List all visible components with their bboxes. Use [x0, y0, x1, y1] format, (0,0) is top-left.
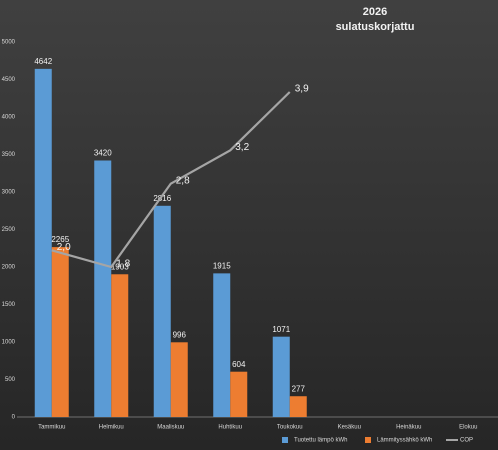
line-value-label: 3,2: [235, 142, 249, 153]
chart-subtitle: sulatuskorjattu: [336, 21, 415, 33]
bar: [170, 342, 188, 417]
bar: [213, 273, 231, 417]
x-tick-label: Toukokuu: [277, 425, 303, 431]
bar-value-label: 996: [173, 330, 187, 339]
line-value-label: 3,9: [295, 84, 309, 95]
x-tick-label: Maaliskuu: [157, 425, 184, 431]
bar: [51, 247, 69, 417]
y-tick-label: 3500: [2, 152, 16, 158]
x-tick-label: Tammikuu: [38, 425, 65, 431]
bar-value-label: 3420: [94, 149, 112, 158]
bar-value-label: 1071: [272, 325, 290, 334]
legend-label: Lämmityssähkö kWh: [377, 438, 432, 444]
y-tick-label: 4500: [2, 77, 16, 83]
y-tick-label: 5000: [2, 40, 16, 46]
legend-label: COP: [460, 438, 473, 444]
x-tick-label: Helmikuu: [99, 425, 124, 431]
y-tick-label: 1500: [2, 302, 16, 308]
legend-label: Tuotettu lämpö kWh: [294, 438, 347, 444]
bar-value-label: 1915: [213, 261, 231, 270]
bar-value-label: 1903: [111, 262, 129, 271]
bar-value-label: 4642: [34, 57, 52, 66]
y-tick-label: 3000: [2, 190, 16, 196]
bar-value-label: 277: [292, 384, 306, 393]
y-tick-label: 0: [12, 415, 16, 421]
bar: [272, 336, 290, 417]
bar: [230, 371, 248, 417]
bar: [111, 274, 129, 417]
bar-value-label: 604: [232, 360, 246, 369]
bar: [94, 160, 112, 417]
legend-swatch: [365, 437, 371, 443]
line: [51, 91, 291, 269]
y-tick-label: 2500: [2, 227, 16, 233]
line-value-label: 2,8: [176, 175, 190, 186]
y-tick-label: 1000: [2, 340, 16, 346]
x-tick-label: Huhtikuu: [218, 425, 242, 431]
line-value-label: 2,0: [57, 242, 71, 253]
y-tick-label: 2000: [2, 265, 16, 271]
line-value-label: 1,8: [116, 259, 130, 270]
bar-value-label: 2816: [153, 194, 171, 203]
x-tick-label: Heinäkuu: [396, 425, 421, 431]
bar: [289, 396, 307, 417]
x-tick-label: Kesäkuu: [338, 425, 361, 431]
chart-title: 2026: [363, 6, 387, 18]
y-tick-label: 4000: [2, 115, 16, 121]
x-tick-label: Elokuu: [459, 425, 477, 431]
bar-value-label: 2265: [51, 235, 69, 244]
y-tick-label: 500: [5, 377, 16, 383]
bar: [34, 68, 52, 417]
legend-swatch: [282, 437, 288, 443]
bar: [153, 205, 171, 417]
